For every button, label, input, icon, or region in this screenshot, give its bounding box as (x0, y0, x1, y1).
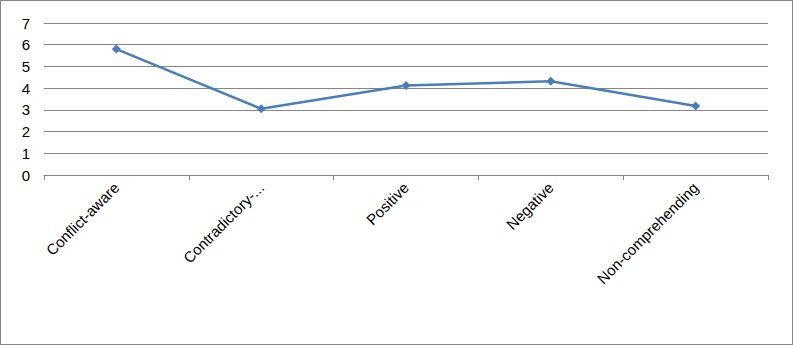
svg-text:Positive: Positive (363, 179, 412, 228)
svg-text:6: 6 (22, 36, 30, 53)
svg-text:4: 4 (22, 80, 30, 97)
svg-text:Contradictory-...: Contradictory-... (180, 179, 267, 266)
svg-text:5: 5 (22, 58, 30, 75)
svg-text:Negative: Negative (503, 179, 557, 233)
svg-text:3: 3 (22, 101, 30, 118)
svg-text:2: 2 (22, 123, 30, 140)
svg-text:Conflict-aware: Conflict-aware (43, 179, 123, 259)
svg-text:Non-comprehending: Non-comprehending (594, 179, 702, 287)
svg-text:7: 7 (22, 15, 30, 32)
svg-text:0: 0 (22, 167, 30, 184)
svg-text:1: 1 (22, 145, 30, 162)
